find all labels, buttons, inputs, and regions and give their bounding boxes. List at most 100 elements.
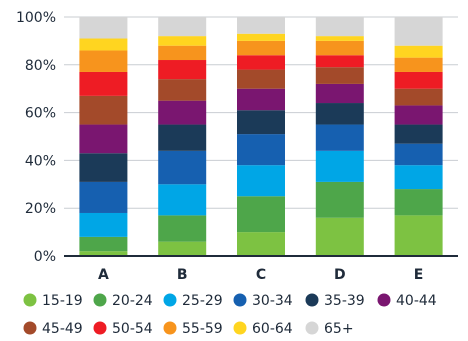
bar-segment-C-20-24 <box>237 196 285 233</box>
bar-segment-E-40-44 <box>394 105 443 125</box>
legend-label: 15-19 <box>42 293 83 309</box>
bar-segment-A-60-64 <box>79 38 128 51</box>
bar-segment-C-15-19 <box>237 232 285 256</box>
legend-label: 25-29 <box>182 293 223 309</box>
y-tick-label: 0% <box>34 249 56 265</box>
bar-segment-C-55-59 <box>237 40 285 56</box>
bar-segment-E-25-29 <box>394 165 443 190</box>
bar-segment-A-45-49 <box>79 95 128 125</box>
bar-segment-D-55-59 <box>315 40 364 56</box>
bar-segment-C-35-39 <box>237 110 285 135</box>
legend-swatch <box>305 321 319 335</box>
bar-segment-B-20-24 <box>158 215 207 242</box>
legend-item-30-34: 30-34 <box>233 293 293 309</box>
legend-swatch <box>163 321 177 335</box>
x-category-label: D <box>334 267 346 283</box>
legend-item-15-19: 15-19 <box>23 293 83 309</box>
bar-segment-A-30-34 <box>79 181 128 213</box>
legend-swatch <box>163 293 177 307</box>
bar-segment-B-65+ <box>158 17 207 37</box>
bar-segment-A-35-39 <box>79 153 128 182</box>
bar-segment-A-25-29 <box>79 212 128 237</box>
bar-segment-D-20-24 <box>315 181 364 218</box>
bar-segment-A-40-44 <box>79 124 128 154</box>
x-category-label: B <box>177 267 188 283</box>
y-tick-label: 80% <box>25 58 56 74</box>
legend-label: 40-44 <box>396 293 437 309</box>
x-category-label: C <box>256 267 266 283</box>
legend-label: 50-54 <box>112 321 153 337</box>
bar-segment-C-50-54 <box>237 55 285 70</box>
bar-segment-B-40-44 <box>158 100 207 125</box>
bar-segment-B-55-59 <box>158 45 207 61</box>
bar-segment-E-15-19 <box>394 215 443 256</box>
legend-swatch <box>93 293 107 307</box>
bar-segment-D-40-44 <box>315 83 364 104</box>
bars-layer <box>79 17 443 256</box>
bar-segment-B-60-64 <box>158 36 207 46</box>
axis-layer: 0% 20% 40% 60% 80% 100% A B C D E <box>16 10 458 283</box>
bar-segment-B-25-29 <box>158 184 207 216</box>
bar-segment-E-50-54 <box>394 71 443 89</box>
bar-segment-D-50-54 <box>315 55 364 68</box>
legend-label: 35-39 <box>324 293 365 309</box>
legend-swatch <box>305 293 319 307</box>
bar-segment-B-45-49 <box>158 79 207 101</box>
legend-label: 45-49 <box>42 321 83 337</box>
bar-segment-D-60-64 <box>315 36 364 41</box>
bar-segment-A-55-59 <box>79 50 128 72</box>
bar-segment-E-45-49 <box>394 88 443 106</box>
legend-label: 30-34 <box>252 293 293 309</box>
legend-swatch <box>233 293 247 307</box>
legend-swatch <box>93 321 107 335</box>
bar-segment-E-30-34 <box>394 143 443 166</box>
y-tick-label: 100% <box>16 10 56 26</box>
bar-segment-D-30-34 <box>315 124 364 151</box>
legend-item-65+: 65+ <box>305 321 354 337</box>
legend-item-55-59: 55-59 <box>163 321 223 337</box>
legend-layer: 15-19 20-24 25-29 30-34 35-39 40-44 45-49 50-54… <box>23 293 437 337</box>
y-tick-label: 20% <box>25 201 56 217</box>
y-tick-label: 60% <box>25 106 56 122</box>
x-category-label: A <box>98 267 109 283</box>
legend-item-25-29: 25-29 <box>163 293 223 309</box>
legend-label: 65+ <box>324 321 354 337</box>
legend-item-60-64: 60-64 <box>233 321 293 337</box>
bar-segment-D-25-29 <box>315 150 364 182</box>
bar-segment-C-60-64 <box>237 33 285 41</box>
bar-segment-B-15-19 <box>158 241 207 256</box>
legend-swatch <box>23 321 37 335</box>
x-category-label: E <box>414 267 424 283</box>
bar-segment-B-35-39 <box>158 124 207 151</box>
bar-segment-E-60-64 <box>394 45 443 58</box>
bar-segment-A-15-19 <box>79 251 128 256</box>
legend-swatch <box>23 293 37 307</box>
bar-segment-A-65+ <box>79 17 128 39</box>
bar-segment-C-25-29 <box>237 165 285 197</box>
legend-label: 20-24 <box>112 293 153 309</box>
bar-segment-D-45-49 <box>315 67 364 84</box>
legend-item-35-39: 35-39 <box>305 293 365 309</box>
legend-swatch <box>377 293 391 307</box>
bar-segment-C-30-34 <box>237 134 285 166</box>
legend-item-40-44: 40-44 <box>377 293 437 309</box>
y-tick-label: 40% <box>25 153 56 169</box>
bar-segment-C-40-44 <box>237 88 285 111</box>
bar-segment-E-20-24 <box>394 189 443 216</box>
bar-segment-D-65+ <box>315 17 364 37</box>
bar-segment-B-30-34 <box>158 150 207 185</box>
bar-segment-C-65+ <box>237 17 285 34</box>
bar-segment-C-45-49 <box>237 69 285 89</box>
legend-label: 60-64 <box>252 321 293 337</box>
legend-item-20-24: 20-24 <box>93 293 153 309</box>
legend-label: 55-59 <box>182 321 223 337</box>
legend-item-50-54: 50-54 <box>93 321 153 337</box>
legend-item-45-49: 45-49 <box>23 321 83 337</box>
bar-segment-E-35-39 <box>394 124 443 144</box>
bar-segment-A-20-24 <box>79 236 128 252</box>
legend-swatch <box>233 321 247 335</box>
bar-segment-D-35-39 <box>315 103 364 125</box>
bar-segment-D-15-19 <box>315 217 364 256</box>
